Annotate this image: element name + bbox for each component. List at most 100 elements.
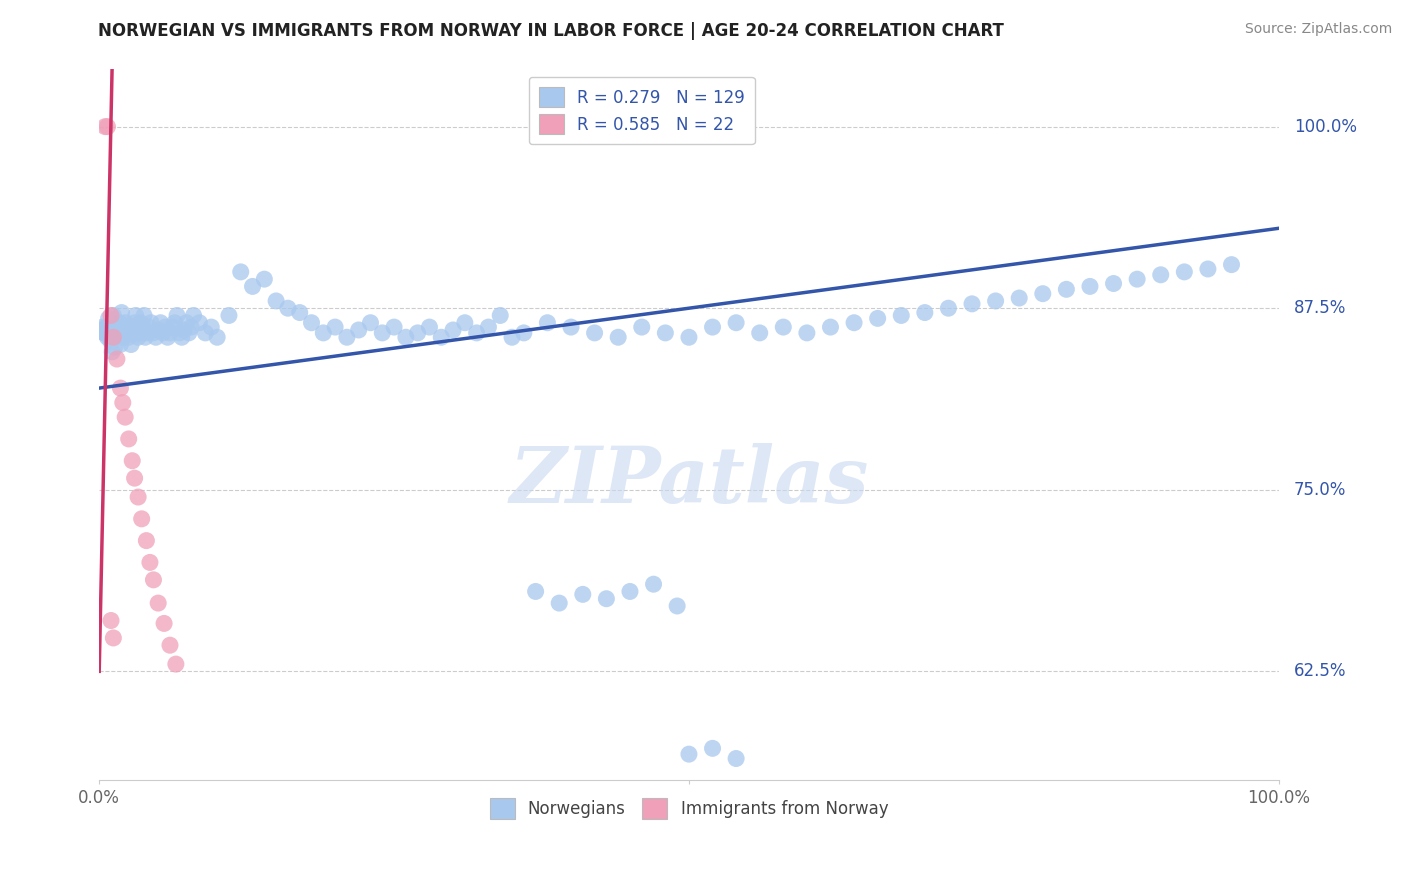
Point: [406, 326, 429, 340]
Point: [501, 330, 523, 344]
Point: [165, 657, 187, 671]
Point: [124, 471, 146, 485]
Point: [120, 337, 142, 351]
Point: [583, 326, 606, 340]
Point: [114, 316, 136, 330]
Point: [395, 330, 418, 344]
Point: [725, 751, 748, 765]
Point: [125, 309, 148, 323]
Point: [666, 599, 689, 613]
Point: [112, 323, 135, 337]
Point: [242, 279, 264, 293]
Point: [118, 323, 141, 337]
Point: [94, 326, 117, 340]
Point: [105, 320, 128, 334]
Point: [725, 316, 748, 330]
Point: [301, 316, 323, 330]
Point: [572, 587, 595, 601]
Point: [169, 326, 191, 340]
Point: [142, 326, 165, 340]
Point: [264, 293, 287, 308]
Point: [129, 316, 152, 330]
Point: [288, 305, 311, 319]
Point: [124, 316, 146, 330]
Point: [607, 330, 630, 344]
Point: [121, 326, 143, 340]
Point: [477, 320, 499, 334]
Point: [465, 326, 488, 340]
Point: [125, 326, 148, 340]
Point: [118, 330, 141, 344]
Point: [194, 326, 217, 340]
Point: [177, 326, 200, 340]
Point: [101, 344, 124, 359]
Point: [1032, 286, 1054, 301]
Point: [132, 320, 155, 334]
Point: [131, 512, 153, 526]
Point: [513, 326, 536, 340]
Point: [98, 323, 121, 337]
Point: [347, 323, 370, 337]
Point: [536, 316, 558, 330]
Point: [96, 320, 118, 334]
Text: 62.5%: 62.5%: [1294, 663, 1347, 681]
Point: [336, 330, 359, 344]
Point: [152, 326, 174, 340]
Point: [1126, 272, 1149, 286]
Point: [183, 309, 205, 323]
Point: [960, 297, 983, 311]
Point: [418, 320, 440, 334]
Text: 87.5%: 87.5%: [1294, 299, 1347, 318]
Point: [180, 320, 202, 334]
Point: [108, 316, 131, 330]
Point: [702, 741, 724, 756]
Point: [114, 410, 136, 425]
Point: [103, 330, 125, 344]
Point: [796, 326, 818, 340]
Point: [159, 326, 181, 340]
Point: [118, 432, 141, 446]
Point: [156, 330, 179, 344]
Point: [253, 272, 276, 286]
Point: [595, 591, 617, 606]
Text: Source: ZipAtlas.com: Source: ZipAtlas.com: [1244, 22, 1392, 37]
Point: [111, 395, 134, 409]
Point: [1173, 265, 1195, 279]
Point: [560, 320, 582, 334]
Point: [104, 330, 127, 344]
Point: [127, 490, 149, 504]
Point: [678, 747, 700, 761]
Point: [430, 330, 453, 344]
Point: [654, 326, 676, 340]
Point: [188, 316, 211, 330]
Point: [619, 584, 641, 599]
Point: [132, 309, 155, 323]
Point: [938, 301, 960, 316]
Point: [131, 326, 153, 340]
Point: [1054, 282, 1077, 296]
Point: [200, 320, 222, 334]
Point: [914, 305, 936, 319]
Text: 75.0%: 75.0%: [1294, 481, 1347, 499]
Point: [441, 323, 464, 337]
Point: [678, 330, 700, 344]
Point: [103, 340, 125, 354]
Point: [155, 320, 177, 334]
Point: [122, 320, 145, 334]
Legend: Norwegians, Immigrants from Norway: Norwegians, Immigrants from Norway: [482, 792, 896, 825]
Point: [173, 323, 195, 337]
Point: [117, 320, 139, 334]
Point: [1078, 279, 1101, 293]
Point: [371, 326, 394, 340]
Point: [148, 596, 170, 610]
Point: [163, 316, 186, 330]
Point: [176, 316, 198, 330]
Point: [142, 573, 165, 587]
Point: [1008, 291, 1031, 305]
Point: [90, 323, 112, 337]
Point: [277, 301, 299, 316]
Text: 100.0%: 100.0%: [1294, 118, 1357, 136]
Point: [110, 337, 132, 351]
Point: [205, 330, 228, 344]
Point: [842, 316, 865, 330]
